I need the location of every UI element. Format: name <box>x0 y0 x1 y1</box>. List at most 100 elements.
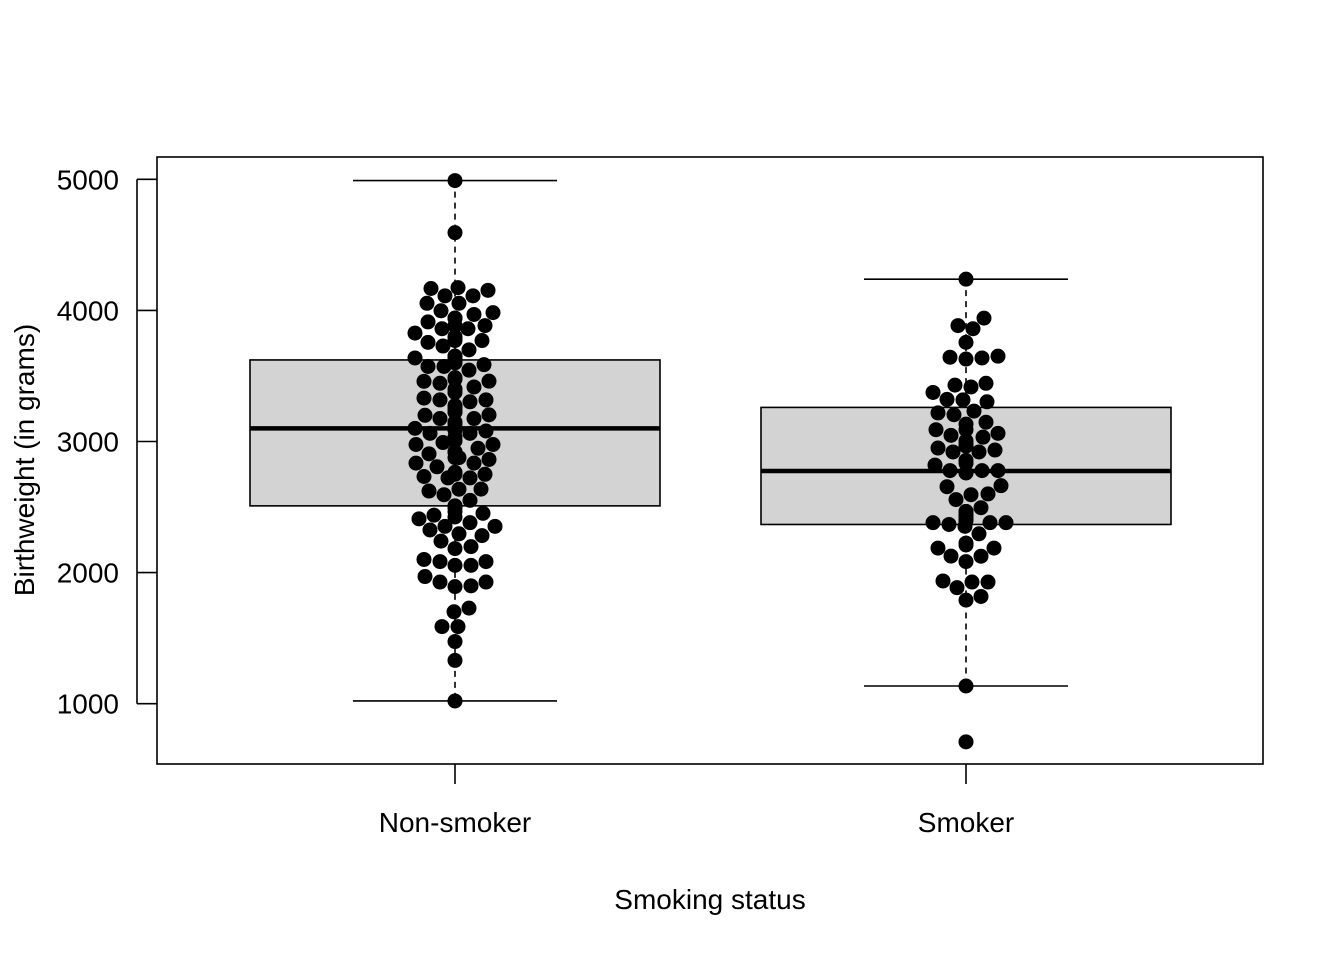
data-point <box>943 463 958 478</box>
data-point <box>467 411 482 426</box>
y-tick-label: 4000 <box>57 295 119 326</box>
data-point <box>409 456 424 471</box>
data-point <box>471 441 486 456</box>
data-point <box>467 456 482 471</box>
data-point <box>966 321 981 336</box>
data-point <box>946 444 961 459</box>
data-point <box>959 678 974 693</box>
data-point <box>476 506 491 521</box>
data-point <box>434 303 449 318</box>
data-point <box>463 470 478 485</box>
data-point <box>965 575 980 590</box>
data-point <box>417 391 432 406</box>
data-point <box>448 653 463 668</box>
data-point <box>478 318 493 333</box>
data-point <box>448 173 463 188</box>
data-point <box>477 357 492 372</box>
data-point <box>944 428 959 443</box>
data-point <box>448 311 463 326</box>
data-point <box>943 350 958 365</box>
data-point <box>420 296 435 311</box>
data-point <box>979 415 994 430</box>
data-point <box>434 534 449 549</box>
data-point <box>412 511 427 526</box>
data-point <box>972 526 987 541</box>
data-point <box>967 404 982 419</box>
data-point <box>979 376 994 391</box>
data-point <box>417 374 432 389</box>
data-point <box>976 430 991 445</box>
data-point <box>964 379 979 394</box>
data-point <box>983 515 998 530</box>
data-point <box>950 580 965 595</box>
data-point <box>463 515 478 530</box>
data-point <box>430 459 445 474</box>
data-point <box>959 593 974 608</box>
data-point <box>452 526 467 541</box>
y-tick-label: 2000 <box>57 558 119 589</box>
data-point <box>437 487 452 502</box>
x-tick-label: Non-smoker <box>379 807 531 838</box>
data-point <box>936 573 951 588</box>
y-tick-label: 1000 <box>57 689 119 720</box>
data-point <box>409 437 424 452</box>
data-point <box>475 528 490 543</box>
data-point <box>944 549 959 564</box>
data-point <box>438 288 453 303</box>
data-point <box>447 604 462 619</box>
data-point <box>959 536 974 551</box>
data-point <box>427 508 442 523</box>
data-point <box>994 478 1009 493</box>
data-point <box>949 492 964 507</box>
data-point <box>488 519 503 534</box>
data-point <box>422 484 437 499</box>
data-point <box>482 407 497 422</box>
data-point <box>959 335 974 350</box>
data-point <box>940 392 955 407</box>
data-point <box>486 305 501 320</box>
data-point <box>931 541 946 556</box>
data-point <box>975 350 990 365</box>
data-point <box>479 554 494 569</box>
data-point <box>482 374 497 389</box>
data-point <box>448 398 463 413</box>
data-point <box>462 363 477 378</box>
data-point <box>448 465 463 480</box>
data-point <box>974 500 989 515</box>
data-point <box>959 504 974 519</box>
y-axis-label: Birthweight (in grams) <box>9 324 40 596</box>
data-point <box>421 314 436 329</box>
data-point <box>999 515 1014 530</box>
data-point <box>433 376 448 391</box>
data-point <box>424 281 439 296</box>
data-point <box>964 487 979 502</box>
data-point <box>940 479 955 494</box>
data-point <box>959 417 974 432</box>
data-point <box>421 359 436 374</box>
data-point <box>417 552 432 567</box>
data-point <box>929 422 944 437</box>
data-point <box>948 378 963 393</box>
x-tick-label: Smoker <box>918 807 1014 838</box>
data-point <box>981 486 996 501</box>
data-point <box>926 515 941 530</box>
data-point <box>452 296 467 311</box>
data-point <box>959 554 974 569</box>
data-point <box>418 408 433 423</box>
data-point <box>461 321 476 336</box>
data-point <box>981 575 996 590</box>
data-point <box>951 318 966 333</box>
data-point <box>433 575 448 590</box>
x-axis: Non-smoker Smoker <box>379 764 1014 838</box>
data-point <box>463 493 478 508</box>
data-point <box>462 601 477 616</box>
data-point <box>422 446 437 461</box>
data-point <box>972 444 987 459</box>
data-point <box>448 693 463 708</box>
data-point <box>991 349 1006 364</box>
data-point <box>959 352 974 367</box>
data-point <box>433 554 448 569</box>
data-point <box>448 634 463 649</box>
data-point <box>991 426 1006 441</box>
data-point <box>463 426 478 441</box>
